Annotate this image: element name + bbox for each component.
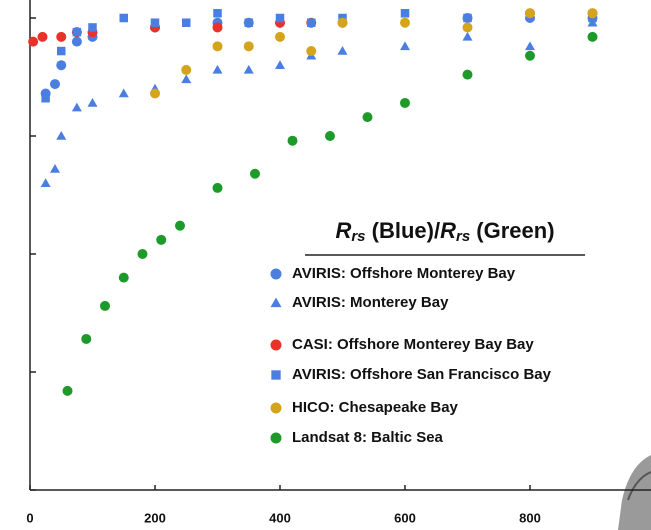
circle-point: [588, 8, 598, 18]
square-point: [276, 14, 285, 23]
circle-point: [119, 273, 129, 283]
circle-point: [72, 37, 82, 47]
circle-point: [271, 403, 282, 414]
circle-point: [400, 98, 410, 108]
triangle-point: [275, 60, 285, 69]
circle-point: [275, 32, 285, 42]
chart: 0200400600800Rrs (Blue)/Rrs (Green)AVIRI…: [0, 0, 651, 530]
triangle-point: [119, 89, 129, 98]
circle-point: [56, 32, 66, 42]
triangle-point: [88, 98, 98, 107]
triangle-point: [525, 41, 535, 50]
circle-point: [306, 46, 316, 56]
circle-point: [463, 22, 473, 32]
square-point: [463, 14, 472, 23]
triangle-point: [56, 131, 66, 140]
circle-point: [81, 334, 91, 344]
legend-label: AVIRIS: Offshore San Francisco Bay: [292, 366, 552, 383]
triangle-point: [463, 32, 473, 41]
legend-label: CASI: Offshore Monterey Bay Bay: [292, 336, 534, 353]
triangle-point: [181, 74, 191, 83]
legend-label: HICO: Chesapeake Bay: [292, 399, 459, 416]
square-point: [307, 18, 316, 27]
square-point: [57, 47, 66, 56]
triangle-point: [400, 41, 410, 50]
circle-point: [56, 60, 66, 70]
x-tick-label: 600: [394, 510, 416, 525]
legend-label: Landsat 8: Baltic Sea: [292, 429, 444, 446]
square-point: [271, 370, 280, 379]
triangle-point: [338, 46, 348, 55]
triangle-point: [41, 178, 51, 187]
triangle-point: [213, 65, 223, 74]
square-point: [213, 9, 222, 17]
circle-point: [181, 65, 191, 75]
circle-point: [63, 386, 73, 396]
circle-point: [100, 301, 110, 311]
circle-point: [244, 41, 254, 51]
circle-point: [250, 169, 260, 179]
legend-label: AVIRIS: Offshore Monterey Bay: [292, 265, 516, 282]
circle-point: [271, 269, 282, 280]
square-point: [88, 23, 97, 32]
square-point: [245, 18, 254, 27]
square-point: [401, 9, 410, 17]
legend-title-part: R: [440, 218, 456, 243]
legend-title-part: R: [335, 218, 351, 243]
circle-point: [271, 340, 282, 351]
circle-point: [175, 221, 185, 231]
triangle-point: [72, 103, 82, 112]
circle-point: [463, 70, 473, 80]
x-tick-label: 400: [269, 510, 291, 525]
circle-point: [400, 18, 410, 28]
circle-point: [525, 8, 535, 18]
circle-point: [138, 249, 148, 259]
circle-point: [38, 32, 48, 42]
circle-point: [325, 131, 335, 141]
legend-label: AVIRIS: Monterey Bay: [292, 294, 449, 311]
circle-point: [28, 37, 38, 47]
circle-point: [213, 183, 223, 193]
triangle-point: [271, 298, 282, 308]
legend-title-part: (Blue)/: [366, 218, 441, 243]
square-point: [182, 18, 191, 27]
legend-title-part: rs: [456, 228, 470, 245]
circle-point: [588, 32, 598, 42]
circle-point: [213, 41, 223, 51]
triangle-point: [50, 164, 60, 173]
circle-point: [150, 89, 160, 99]
circle-point: [156, 235, 166, 245]
circle-point: [338, 18, 348, 28]
x-tick-label: 200: [144, 510, 166, 525]
triangle-point: [244, 65, 254, 74]
legend-title-part: rs: [351, 228, 365, 245]
circle-point: [50, 79, 60, 89]
square-point: [151, 18, 160, 27]
circle-point: [288, 136, 298, 146]
square-point: [41, 94, 50, 103]
corner-figure: [618, 455, 651, 530]
circle-point: [213, 22, 223, 32]
square-point: [120, 14, 129, 23]
legend-title-part: (Green): [470, 218, 554, 243]
circle-point: [525, 51, 535, 61]
circle-point: [363, 112, 373, 122]
square-point: [73, 28, 82, 37]
x-tick-label: 800: [519, 510, 541, 525]
x-tick-label: 0: [26, 510, 33, 525]
circle-point: [271, 433, 282, 444]
legend-title: Rrs (Blue)/Rrs (Green): [335, 218, 554, 245]
